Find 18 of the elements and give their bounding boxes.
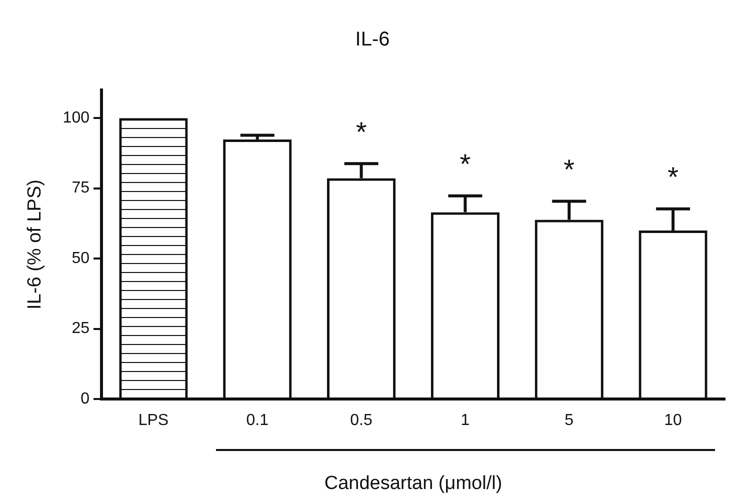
annotation: * <box>460 148 471 180</box>
x-tick-label: 1 <box>460 412 470 430</box>
y-tick-label: 75 <box>72 180 90 197</box>
chart-title: IL-6 <box>355 28 390 51</box>
y-tick-label: 25 <box>72 320 90 338</box>
x-tick-label: 0.5 <box>350 412 373 430</box>
annotation: * <box>564 154 575 185</box>
x-tick-label: 0.1 <box>246 412 269 430</box>
y-tick-label: 0 <box>80 390 90 408</box>
annotation: * <box>356 116 367 148</box>
y-tick-label: 50 <box>72 250 90 267</box>
x-tick-label: LPS <box>138 412 169 430</box>
y-axis-title: IL-6 (% of LPS) <box>24 180 46 310</box>
annotation: * <box>668 162 679 193</box>
x-axis-title: Candesartan (μmol/l) <box>324 472 502 494</box>
x-tick-label: 5 <box>564 412 574 430</box>
y-tick-label: 100 <box>62 109 90 126</box>
x-tick-label: 10 <box>664 412 682 430</box>
